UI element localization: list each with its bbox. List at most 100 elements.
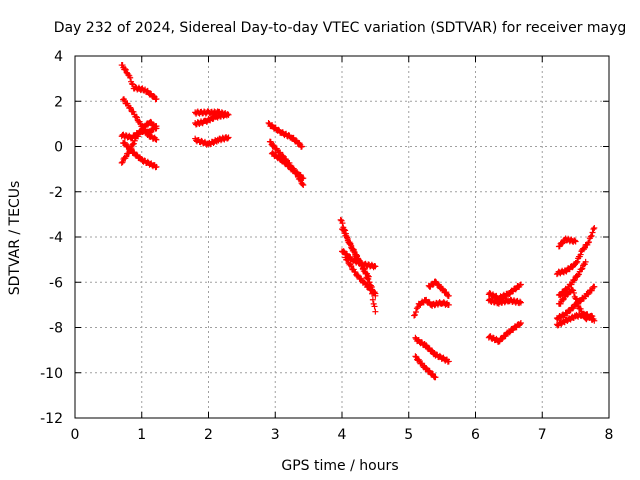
series-segment (192, 133, 232, 148)
data-point (127, 74, 134, 81)
data-point (512, 286, 519, 293)
y-tick-label: 0 (54, 140, 63, 156)
x-tick-label: 3 (271, 427, 280, 443)
data-point (348, 262, 355, 269)
data-point (578, 266, 585, 273)
series-segment (555, 258, 589, 299)
series-segment (342, 254, 379, 297)
data-point (133, 114, 140, 121)
data-point (133, 113, 140, 120)
data-point (589, 313, 596, 320)
y-tick-label: -10 (40, 366, 63, 382)
x-tick-label: 1 (137, 427, 146, 443)
data-point (150, 93, 157, 100)
data-point (362, 270, 369, 277)
y-axis-label: SDTVAR / TECUs (7, 181, 23, 296)
data-point (222, 111, 229, 118)
series-segment (268, 149, 307, 182)
data-point (445, 358, 452, 365)
data-point (153, 95, 160, 102)
data-point (429, 347, 436, 354)
data-point (573, 259, 580, 266)
data-point (339, 220, 346, 227)
x-tick-label: 5 (404, 427, 413, 443)
data-point (572, 238, 579, 245)
data-point (591, 224, 598, 231)
axis-ticks: 0 1 2 3 4 5 6 7 8 -12 -10 -8 -6 -4 -2 0 2 4 (40, 49, 613, 443)
series-segment (485, 319, 524, 345)
data-point (566, 307, 573, 314)
data-point (127, 105, 134, 112)
data-point (347, 241, 354, 248)
data-point (582, 258, 589, 265)
data-point (587, 233, 594, 240)
data-point (591, 317, 598, 324)
series-segment (485, 281, 524, 303)
data-point (591, 283, 598, 290)
data-point (432, 374, 439, 381)
y-tick-label: -8 (49, 321, 63, 337)
data-point (575, 271, 582, 278)
data-point (343, 232, 350, 239)
data-point (371, 303, 378, 310)
y-tick-label: 2 (54, 94, 63, 110)
data-point (265, 119, 272, 126)
data-point (340, 248, 347, 255)
data-point (560, 296, 567, 303)
data-point (570, 277, 577, 284)
data-point (275, 126, 282, 133)
data-point (432, 278, 439, 285)
data-point (517, 321, 524, 328)
data-point (564, 291, 571, 298)
data-point (412, 353, 419, 360)
y-tick-label: -4 (49, 230, 63, 246)
series-segment (553, 283, 598, 323)
data-point (574, 299, 581, 306)
data-point (590, 226, 597, 233)
x-axis-label: GPS time / hours (281, 458, 398, 474)
y-tick-label: -6 (49, 275, 63, 291)
data-point (412, 311, 419, 318)
data-point (350, 247, 357, 254)
series-segment (555, 235, 579, 250)
series-segment (425, 278, 452, 299)
x-tick-label: 4 (338, 427, 347, 443)
y-tick-label: -2 (49, 185, 63, 201)
series-segment (412, 353, 439, 381)
data-point (413, 305, 420, 312)
data-point (577, 251, 584, 258)
data-point (557, 300, 564, 307)
data-point (153, 125, 160, 132)
data-point (122, 66, 129, 73)
y-tick-label: -12 (40, 411, 63, 427)
series-segment (555, 286, 596, 323)
data-point (128, 145, 135, 152)
series-segment (411, 296, 452, 319)
data-point (225, 134, 232, 141)
data-point (517, 319, 524, 326)
series-segment (118, 62, 160, 103)
data-point (580, 311, 587, 318)
series-segment (553, 224, 598, 278)
data-point (372, 308, 379, 315)
series-segment (118, 118, 160, 166)
data-point (129, 81, 136, 88)
data-point (147, 118, 154, 125)
x-tick-label: 7 (538, 427, 547, 443)
x-tick-label: 8 (605, 427, 614, 443)
data-point (364, 275, 371, 282)
data-point (344, 234, 351, 241)
data-point (125, 150, 132, 157)
data-point (340, 227, 347, 234)
data-point (344, 256, 351, 263)
data-point (579, 265, 586, 272)
data-point (351, 248, 358, 255)
data-point (369, 296, 376, 303)
data-point (412, 309, 419, 316)
data-point (571, 276, 578, 283)
data-point (588, 232, 595, 239)
data-point (573, 296, 580, 303)
data-point (570, 289, 577, 296)
